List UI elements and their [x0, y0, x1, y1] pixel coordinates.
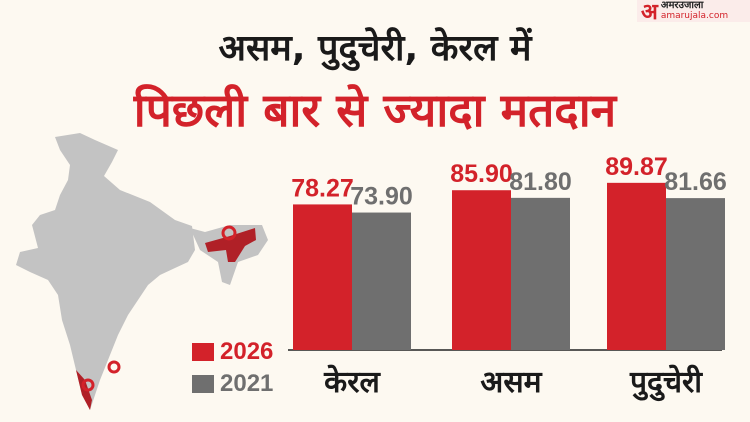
legend-2021: 2021: [192, 370, 273, 398]
bar-2021-2: [666, 198, 725, 350]
category-label: केरल: [323, 364, 381, 400]
category-label: पुदुचेरी: [629, 364, 703, 402]
data-label: 78.27: [291, 174, 354, 202]
category-label: असम: [480, 365, 542, 400]
logo-domain: amarujala.com: [660, 11, 729, 21]
legend-2026: 2026: [192, 338, 273, 366]
logo-name: अमरउजाला: [660, 0, 704, 11]
location-pin-icon: [81, 225, 237, 392]
data-label: 89.87: [605, 153, 668, 181]
data-label: 85.90: [450, 160, 513, 188]
legend-swatch: [192, 375, 214, 393]
title-line1: असम, पुदुचेरी, केरल में: [218, 28, 532, 69]
amarujala-logo: अ अमरउजाला amarujala.com: [637, 0, 750, 25]
bar-2026-0: [293, 204, 352, 350]
data-label: 81.80: [509, 168, 572, 196]
legend-swatch: [192, 343, 214, 361]
logo-glyph: अ: [641, 0, 658, 25]
bar-2026-1: [452, 190, 511, 350]
data-label: 73.90: [350, 183, 413, 211]
data-label: 81.66: [664, 168, 727, 196]
title-line2: पिछली बार से ज्यादा मतदान: [133, 83, 617, 137]
bar-2021-0: [352, 212, 411, 350]
bar-2026-2: [607, 182, 666, 350]
bar-2021-1: [511, 197, 570, 350]
